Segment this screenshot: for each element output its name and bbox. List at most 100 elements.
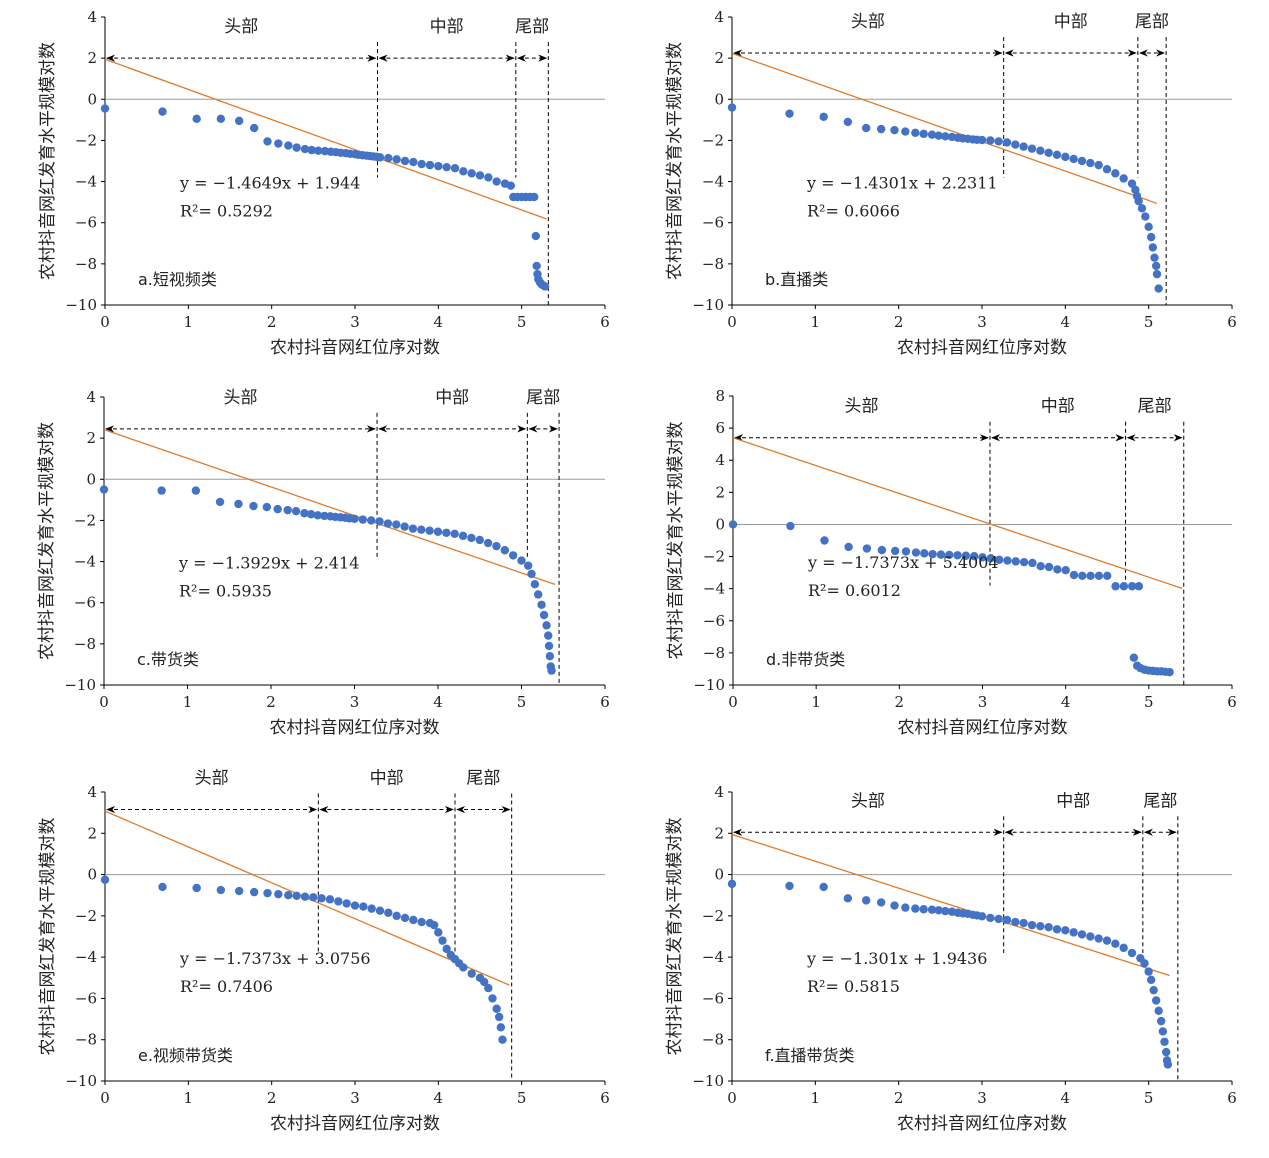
segment-label: 头部 — [851, 12, 885, 32]
x-tick-label: 6 — [1227, 1089, 1237, 1107]
data-point — [934, 906, 943, 915]
data-point — [375, 906, 385, 915]
data-point — [249, 887, 259, 897]
data-point — [434, 928, 443, 937]
data-point — [191, 486, 201, 495]
data-point — [1003, 556, 1012, 565]
data-point — [786, 521, 795, 531]
data-point — [508, 551, 518, 560]
data-point — [994, 137, 1003, 146]
data-point — [1134, 196, 1143, 206]
panel-a: 0 1 2 3 4 5 6 4 2 0 −2 −4 −6 −8 −10 农村抖音网红位序对数 农村抖音网红发育水… — [38, 8, 610, 358]
data-point — [262, 502, 272, 512]
x-tick-label: 5 — [517, 693, 527, 711]
x-tick-label: 5 — [517, 1089, 527, 1107]
data-point — [1144, 967, 1153, 976]
y-tick-label: −8 — [703, 644, 725, 662]
data-point — [1127, 179, 1137, 188]
y-tick-label: 2 — [87, 824, 97, 842]
segment-label: 尾部 — [1143, 791, 1177, 811]
data-point — [384, 153, 393, 163]
data-point — [283, 505, 292, 515]
data-point — [1069, 928, 1078, 937]
data-point — [273, 504, 282, 514]
x-tick-label: 4 — [1061, 313, 1071, 331]
data-point — [527, 569, 536, 579]
data-point — [350, 901, 360, 910]
data-point — [785, 881, 794, 891]
data-point — [1129, 653, 1139, 662]
data-point — [1077, 156, 1087, 166]
data-point — [234, 886, 244, 896]
x-tick-label: 2 — [267, 1089, 277, 1107]
data-point — [1061, 566, 1070, 575]
x-axis-label: 农村抖音网红位序对数 — [897, 338, 1067, 358]
y-tick-label: −8 — [75, 255, 97, 273]
data-point — [325, 895, 335, 904]
segment-label: 头部 — [195, 769, 229, 789]
data-point — [314, 146, 323, 155]
panel-label: b.直播类 — [765, 270, 828, 289]
data-point — [309, 893, 318, 902]
x-tick-label: 0 — [100, 1089, 110, 1107]
data-point — [306, 510, 316, 519]
y-tick-label: −4 — [703, 580, 725, 598]
y-tick-label: −4 — [75, 948, 97, 966]
segment-label: 尾部 — [526, 388, 560, 408]
x-tick-label: 1 — [811, 693, 821, 711]
y-tick-label: −4 — [702, 173, 724, 191]
data-point — [920, 549, 929, 558]
data-point — [99, 485, 109, 494]
data-point — [467, 169, 476, 178]
x-axis-label: 农村抖音网红位序对数 — [270, 338, 440, 358]
data-point — [1044, 148, 1053, 157]
data-point — [537, 600, 546, 609]
regression-equation: y = −1.301x + 1.9436 — [806, 949, 987, 968]
data-point — [728, 520, 738, 529]
data-point — [496, 1023, 506, 1032]
x-tick-label: 4 — [1061, 1089, 1071, 1107]
data-point — [819, 112, 828, 121]
panel-label: c.带货类 — [137, 650, 199, 669]
data-point — [1151, 261, 1161, 271]
y-tick-label: 4 — [714, 783, 724, 801]
data-point — [1002, 915, 1012, 925]
data-point — [1094, 934, 1103, 943]
y-tick-label: −6 — [74, 594, 96, 612]
x-tick-label: 0 — [99, 693, 109, 711]
data-point — [1094, 160, 1103, 170]
data-point — [1137, 204, 1147, 213]
data-point — [530, 580, 540, 589]
y-tick-label: 4 — [87, 783, 97, 801]
data-point — [1019, 142, 1028, 151]
x-tick-label: 4 — [434, 1089, 444, 1107]
r-squared: R²= 0.5292 — [180, 201, 273, 220]
data-point — [1019, 557, 1029, 567]
data-point — [890, 125, 899, 135]
data-point — [433, 527, 443, 536]
data-point — [479, 977, 489, 987]
data-point — [1011, 917, 1020, 927]
y-tick-label: 4 — [715, 451, 725, 469]
x-tick-label: 4 — [1061, 693, 1071, 711]
x-axis-label: 农村抖音网红位序对数 — [270, 1114, 440, 1134]
data-point — [934, 131, 943, 140]
y-tick-label: 0 — [87, 866, 97, 884]
data-point — [1044, 562, 1054, 572]
data-point — [1111, 169, 1120, 178]
data-point — [517, 556, 526, 565]
data-point — [158, 882, 167, 892]
data-point — [1119, 174, 1128, 183]
data-point — [383, 519, 393, 528]
y-axis-label: 农村抖音网红发育水平规模对数 — [37, 422, 57, 660]
data-point — [901, 547, 911, 556]
x-tick-label: 1 — [183, 693, 193, 711]
data-point — [100, 104, 110, 113]
y-tick-label: −6 — [75, 214, 97, 232]
data-point — [876, 898, 886, 907]
data-point — [484, 173, 493, 182]
data-point — [442, 944, 451, 954]
panel-b: 0 1 2 3 4 5 6 4 2 0 −2 −4 −6 −8 −10 农村抖音网红位序对数 农村抖音网红发育水… — [665, 8, 1237, 358]
